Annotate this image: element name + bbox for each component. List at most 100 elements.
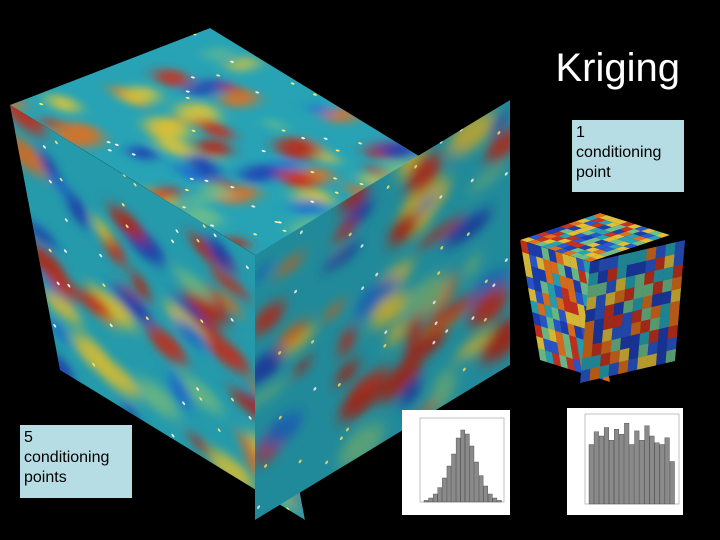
blob [132, 272, 150, 301]
cell [534, 241, 550, 247]
cell [538, 268, 548, 283]
cell [591, 217, 607, 223]
cell [627, 357, 639, 373]
blob [265, 120, 284, 130]
cell [576, 254, 592, 260]
blob [10, 105, 45, 135]
cell [603, 303, 615, 319]
cell [606, 248, 623, 254]
hist-bar [432, 493, 438, 503]
dot [114, 143, 119, 146]
hist-bar [465, 433, 470, 503]
cell [598, 364, 610, 379]
blob [349, 368, 389, 398]
dot [261, 150, 266, 153]
cell [610, 229, 627, 235]
cell [650, 304, 662, 320]
cell [531, 266, 541, 281]
blob [274, 254, 305, 276]
cell [581, 230, 597, 236]
blob [136, 378, 179, 418]
label-line: point [576, 164, 611, 181]
cell [622, 299, 634, 314]
cell [562, 332, 572, 348]
blob [207, 238, 233, 270]
blob [170, 296, 208, 323]
cell [599, 352, 611, 367]
cell [589, 222, 606, 228]
cell [526, 276, 536, 291]
cell [597, 269, 609, 285]
cell [638, 238, 655, 244]
dot [53, 323, 57, 328]
dot [282, 229, 287, 232]
dot [310, 171, 315, 174]
label-line: conditioning [576, 144, 662, 161]
face-base [10, 28, 455, 255]
cell [564, 240, 580, 246]
cell [593, 244, 609, 250]
blob [67, 193, 89, 227]
cell [559, 275, 569, 290]
dot [310, 200, 315, 203]
blob [77, 289, 113, 320]
shade [255, 100, 510, 520]
blob [255, 349, 285, 386]
blob [402, 329, 448, 365]
cell [659, 302, 671, 318]
cell [654, 256, 666, 272]
cell [603, 227, 620, 233]
cell [646, 235, 663, 241]
dot [248, 416, 252, 420]
cell [580, 356, 592, 372]
cell [590, 254, 607, 260]
cell [557, 342, 567, 358]
cell [572, 313, 582, 328]
cell [632, 297, 644, 312]
hist-bar [497, 500, 502, 503]
blob [109, 206, 146, 241]
hist-bar [478, 475, 484, 503]
cell [547, 328, 558, 343]
blob [276, 321, 309, 348]
cell [596, 229, 612, 235]
cell [520, 240, 530, 255]
cell [571, 347, 581, 362]
cell [608, 244, 624, 250]
cell [640, 233, 656, 239]
blob [402, 274, 449, 320]
cell [565, 356, 576, 372]
cell [660, 290, 672, 306]
cell [598, 215, 615, 221]
cell [619, 226, 635, 232]
cell [555, 248, 571, 254]
blob [292, 358, 312, 375]
cell [609, 349, 621, 365]
blob [455, 331, 493, 359]
cell [592, 249, 608, 255]
cell [656, 338, 668, 354]
cell [559, 354, 569, 370]
dot [274, 220, 279, 224]
dot [334, 191, 339, 194]
cell [595, 234, 611, 240]
cell [605, 222, 621, 228]
blob [238, 434, 255, 454]
blob [356, 277, 400, 318]
cell [598, 251, 615, 257]
cell [616, 241, 632, 247]
blob [417, 217, 464, 248]
blob [291, 199, 325, 215]
blob [262, 411, 303, 449]
cell [615, 277, 627, 292]
hist-bar [664, 437, 670, 505]
cell [564, 344, 574, 360]
blob [339, 327, 355, 355]
hist-bar [492, 497, 498, 503]
cell [594, 305, 606, 321]
blob [479, 317, 510, 363]
cell [607, 255, 619, 270]
hist-bar [469, 445, 475, 503]
cell [600, 241, 617, 247]
cell [612, 224, 628, 230]
